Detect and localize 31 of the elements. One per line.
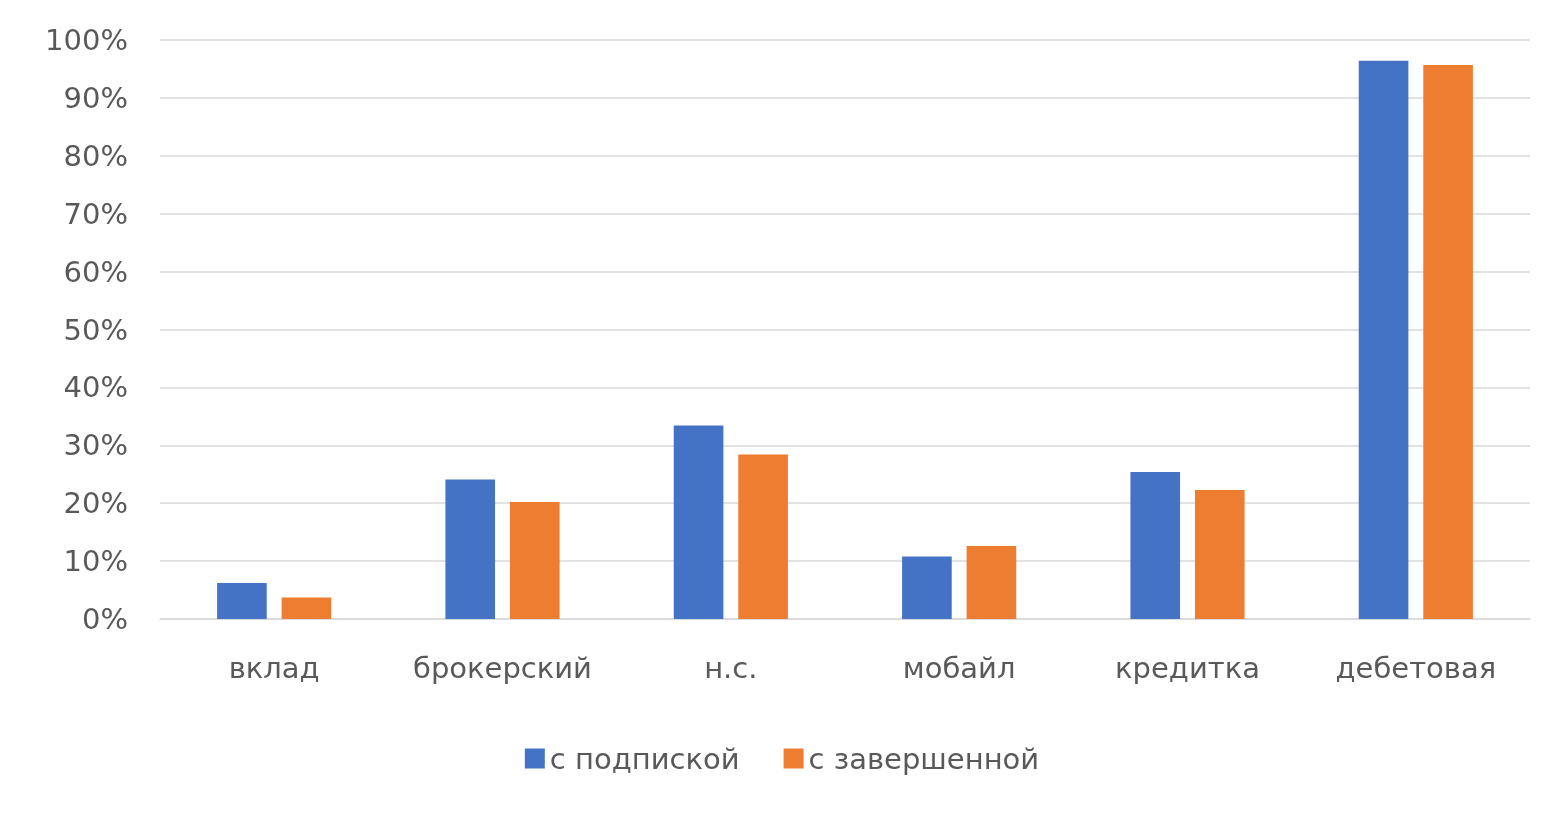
y-tick-label: 60% <box>63 254 128 289</box>
bar <box>1423 64 1473 619</box>
bar <box>902 556 952 619</box>
bar <box>217 583 267 619</box>
bar <box>281 597 332 619</box>
x-tick-label: вклад <box>228 650 320 685</box>
bar <box>673 425 724 619</box>
y-tick-label: 30% <box>63 428 128 463</box>
bar <box>1358 60 1409 619</box>
x-tick-label: кредитка <box>1115 650 1260 685</box>
y-tick-label: 70% <box>63 196 128 231</box>
bar <box>738 454 788 619</box>
x-tick-label: дебетовая <box>1335 650 1497 685</box>
bar <box>509 502 560 619</box>
y-tick-label: 20% <box>63 486 128 521</box>
x-tick-label: н.с. <box>704 650 758 685</box>
y-tick-label: 10% <box>63 544 128 579</box>
y-tick-label: 0% <box>81 602 128 636</box>
x-tick-label: брокерский <box>413 650 592 685</box>
bar <box>445 479 496 619</box>
bar <box>1130 471 1181 619</box>
bar <box>966 546 1017 619</box>
legend-label: с завершенной <box>808 741 1040 776</box>
y-tick-label: 40% <box>63 370 128 405</box>
y-tick-label: 80% <box>63 138 128 173</box>
y-tick-label: 50% <box>63 312 128 347</box>
x-tick-label: мобайл <box>902 650 1016 685</box>
bar <box>1194 489 1245 619</box>
legend-label: с подпиской <box>549 741 740 776</box>
y-tick-label: 90% <box>63 80 128 115</box>
y-tick-label: 100% <box>45 23 128 57</box>
